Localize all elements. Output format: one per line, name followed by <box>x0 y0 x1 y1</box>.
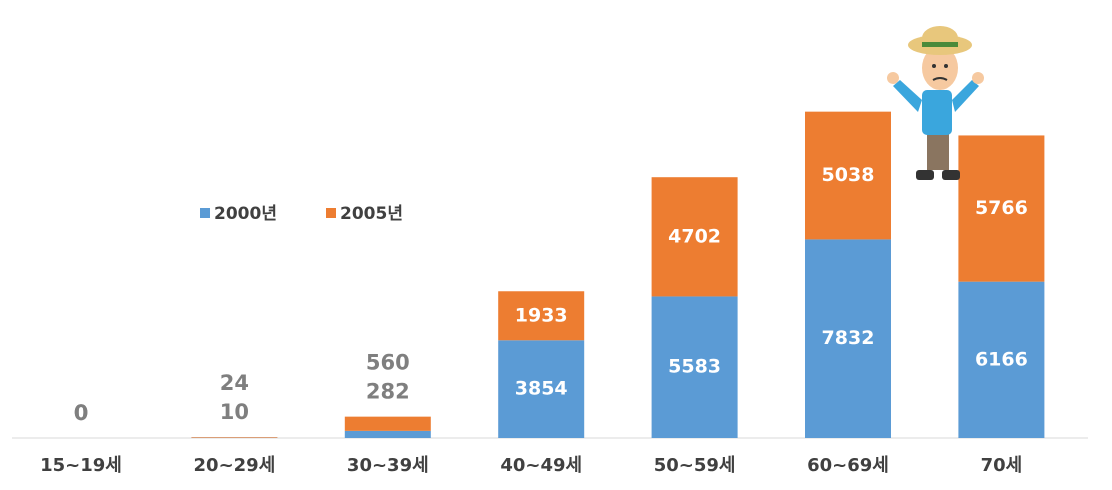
value-label: 5038 <box>822 164 875 186</box>
value-label: 10 <box>220 400 249 424</box>
value-label: 0 <box>74 401 89 425</box>
bar-segment <box>498 291 585 341</box>
x-tick-label: 60~69세 <box>807 455 889 476</box>
x-tick-label: 50~59세 <box>654 455 736 476</box>
value-label: 5583 <box>668 356 721 378</box>
bar-segment <box>344 416 431 431</box>
legend-label: 2000년 <box>214 204 277 224</box>
farmer-illustration <box>887 26 984 180</box>
bar-segment <box>191 437 278 438</box>
x-tick-label: 40~49세 <box>500 455 582 476</box>
bar-segment <box>958 281 1045 438</box>
value-label: 6166 <box>975 348 1028 370</box>
bar-segment <box>958 135 1045 282</box>
value-label: 3854 <box>515 378 568 400</box>
value-label: 7832 <box>822 327 875 349</box>
value-label: 5766 <box>975 197 1028 219</box>
x-tick-label: 15~19세 <box>40 455 122 476</box>
value-label: 0 <box>74 401 89 425</box>
bar-segment <box>498 340 585 438</box>
x-tick-label: 70세 <box>981 455 1023 476</box>
value-label: 1933 <box>515 304 568 326</box>
bar-segment <box>651 177 738 297</box>
legend-swatch <box>200 208 210 218</box>
legend-label: 2005년 <box>340 204 403 224</box>
value-label: 24 <box>220 371 249 395</box>
value-label: 4702 <box>668 225 721 247</box>
x-tick-label: 30~39세 <box>347 455 429 476</box>
value-label: 282 <box>366 380 410 404</box>
bar-segment <box>805 239 891 438</box>
bar-segment <box>344 430 431 438</box>
legend-swatch <box>326 208 336 218</box>
value-label: 560 <box>366 351 410 375</box>
x-tick-label: 20~29세 <box>194 455 276 476</box>
bar-segment <box>805 111 891 240</box>
bar-segment <box>651 296 738 438</box>
